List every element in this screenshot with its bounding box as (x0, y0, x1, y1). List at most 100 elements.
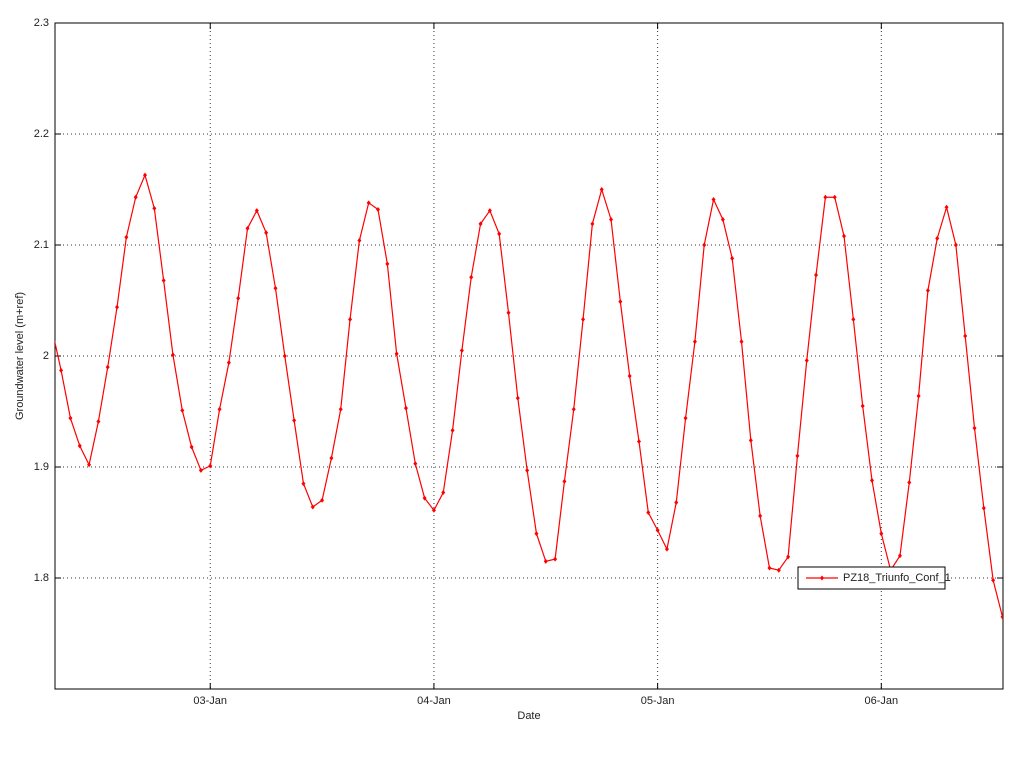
data-point (907, 480, 912, 486)
data-point (804, 357, 809, 363)
data-point (860, 403, 865, 409)
data-point (534, 531, 539, 537)
data-point (450, 427, 455, 433)
data-point (469, 274, 474, 280)
data-point (50, 326, 54, 331)
data-point (180, 407, 185, 413)
data-point (292, 417, 297, 423)
data-point (832, 194, 837, 200)
data-point (68, 415, 73, 421)
data-point (944, 204, 949, 210)
data-point (758, 513, 763, 519)
y-tick-label: 1.9 (34, 461, 49, 473)
data-point (814, 272, 819, 278)
data-point (208, 463, 213, 469)
data-point (618, 299, 623, 305)
data-point (590, 221, 595, 227)
data-point (1000, 614, 1003, 620)
data-point (264, 230, 269, 236)
data-point (897, 553, 902, 559)
data-point (553, 556, 558, 562)
data-point (571, 406, 576, 412)
data-point (329, 455, 334, 461)
y-tick-label: 2.2 (34, 128, 49, 140)
data-point (935, 235, 940, 241)
data-point (869, 477, 874, 483)
data-point (348, 316, 353, 322)
data-point (543, 558, 548, 564)
data-point (776, 567, 781, 573)
legend-label: PZ18_Triunfo_Conf_1 (843, 572, 951, 584)
data-point (879, 531, 884, 537)
data-point (916, 393, 921, 399)
y-tick-label: 2.1 (34, 239, 49, 251)
data-point (497, 231, 502, 237)
data-point (599, 187, 604, 192)
data-point (115, 304, 120, 310)
data-point (720, 216, 725, 222)
x-axis-label: Date (517, 710, 540, 722)
data-point (478, 221, 483, 227)
data-point (170, 352, 175, 358)
data-point (674, 500, 679, 506)
legend: PZ18_Triunfo_Conf_1 (797, 566, 951, 590)
data-point (59, 367, 64, 373)
data-point (133, 194, 138, 200)
data-point (366, 200, 371, 206)
data-point (282, 353, 287, 359)
data-point (105, 364, 110, 370)
data-point (842, 233, 847, 239)
x-tick-label: 06-Jan (864, 695, 898, 707)
data-point (730, 255, 735, 261)
data-point (702, 242, 707, 248)
data-point (273, 285, 278, 291)
data-point (254, 208, 259, 214)
data-point (226, 360, 231, 366)
data-point (385, 261, 390, 267)
data-point (646, 510, 651, 516)
data-point (711, 196, 716, 202)
y-tick-label: 1.8 (34, 572, 49, 584)
data-point (142, 172, 147, 178)
data-point (77, 443, 82, 449)
data-point (627, 373, 632, 379)
data-point (664, 546, 669, 552)
legend-box (797, 566, 946, 590)
data-point (692, 339, 697, 345)
data-point (376, 206, 381, 212)
data-point (655, 527, 660, 533)
data-point (152, 205, 157, 211)
data-point (963, 333, 968, 339)
data-point (636, 438, 641, 444)
data-point (301, 481, 306, 487)
data-point (431, 507, 436, 513)
data-point (441, 490, 446, 496)
data-point (87, 462, 92, 468)
data-point (96, 418, 101, 424)
data-point (413, 461, 418, 467)
data-point (739, 339, 744, 345)
data-point (748, 437, 753, 443)
data-point (953, 242, 958, 248)
data-point (609, 216, 614, 222)
data-point (236, 295, 241, 301)
data-point (357, 238, 362, 244)
data-point (459, 347, 464, 353)
data-point (991, 577, 996, 583)
data-point (245, 225, 250, 231)
data-point (487, 208, 492, 214)
y-tick-label: 2.3 (34, 17, 49, 29)
data-point (320, 497, 325, 503)
data-point (189, 444, 194, 450)
data-point (851, 316, 856, 322)
x-tick-label: 04-Jan (417, 695, 451, 707)
data-point (972, 425, 977, 431)
data-point (786, 554, 791, 560)
data-point (198, 467, 203, 473)
data-point (217, 406, 222, 412)
data-point (422, 495, 427, 501)
data-point (515, 395, 520, 401)
plot-clip-group (50, 172, 1003, 620)
data-point (338, 406, 343, 412)
